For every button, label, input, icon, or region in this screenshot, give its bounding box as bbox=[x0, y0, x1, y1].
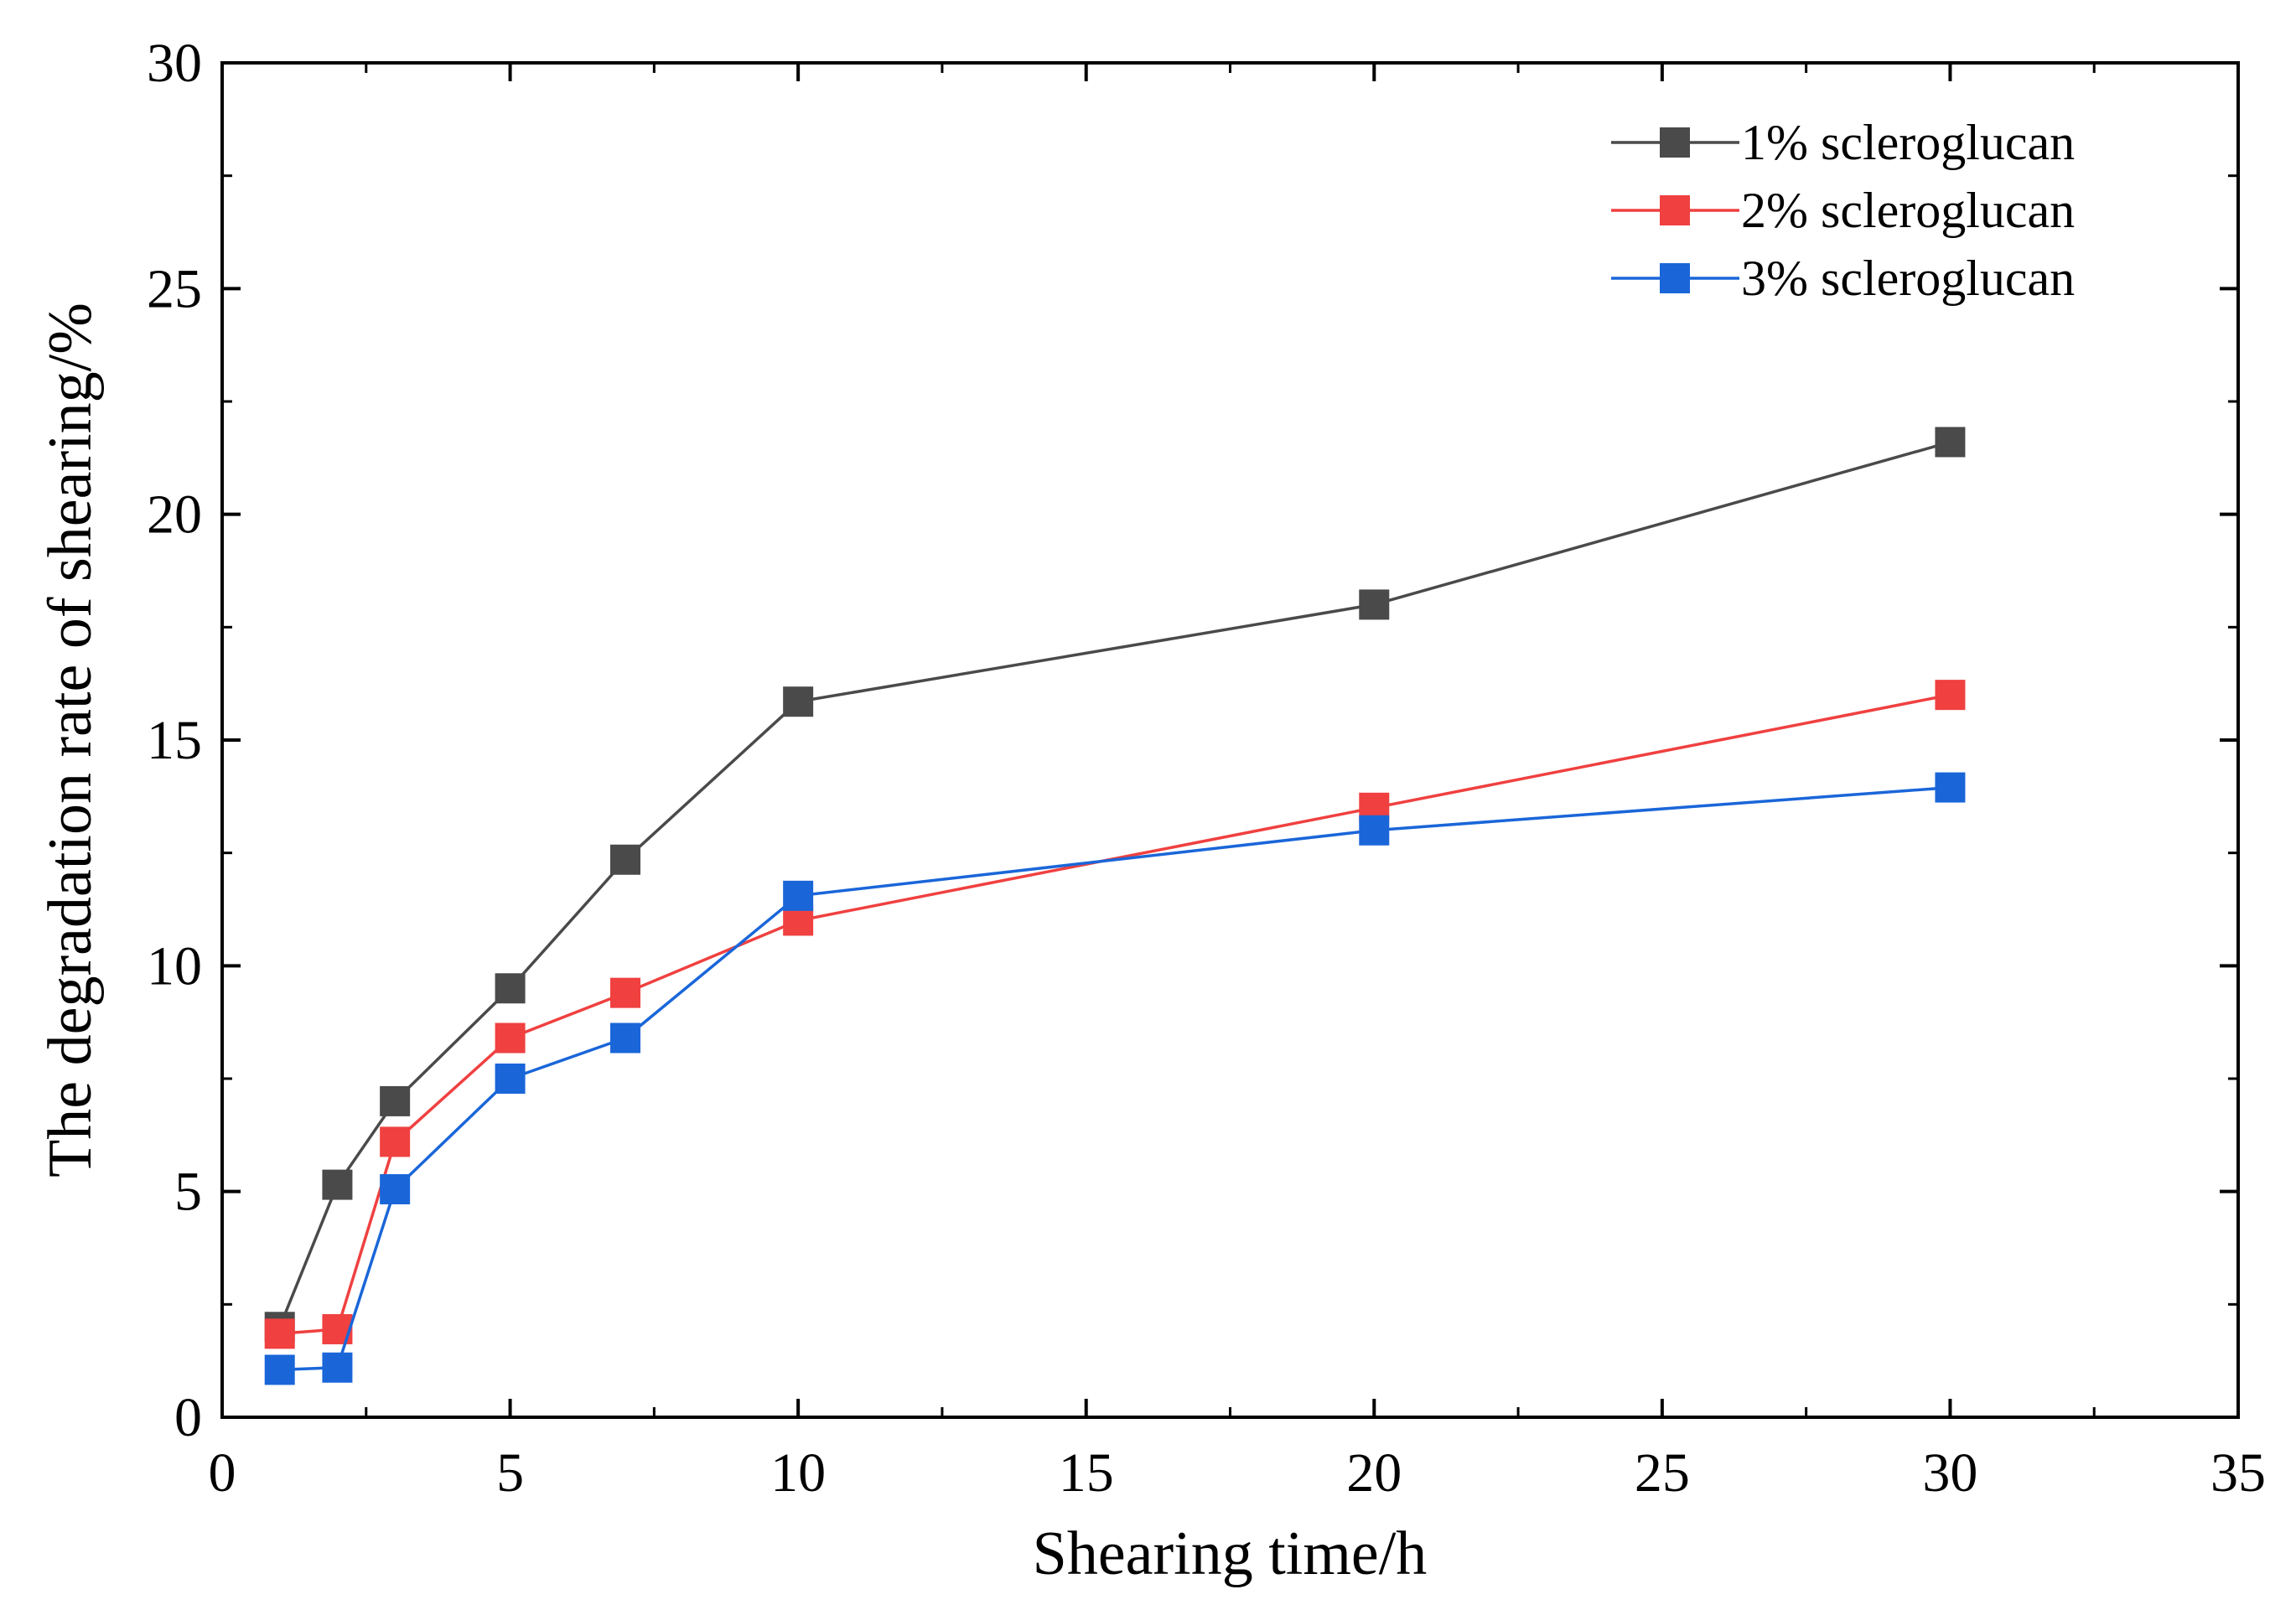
x-tick-label: 30 bbox=[1922, 1442, 1977, 1504]
data-point-marker bbox=[322, 1313, 353, 1344]
legend: 1% scleroglucan 2% scleroglucan 3% sclerog… bbox=[1611, 115, 2075, 306]
series-1 bbox=[264, 427, 1966, 1343]
data-point-marker bbox=[610, 1022, 640, 1053]
data-point-marker bbox=[783, 880, 814, 911]
data-point-marker bbox=[1359, 589, 1390, 620]
series-line bbox=[279, 693, 1951, 1336]
legend-marker bbox=[1660, 195, 1690, 225]
y-tick-label: 30 bbox=[147, 33, 202, 94]
data-point-marker bbox=[380, 1085, 411, 1116]
series-line bbox=[279, 785, 1951, 1372]
data-point-marker bbox=[264, 1318, 295, 1349]
data-point-marker bbox=[322, 1352, 353, 1383]
legend-marker bbox=[1660, 263, 1690, 293]
legend-item-2: 2% scleroglucan bbox=[1611, 183, 2075, 238]
data-point-marker bbox=[1935, 427, 1966, 458]
data-point-marker bbox=[322, 1169, 353, 1200]
y-tick-label: 0 bbox=[174, 1387, 202, 1448]
data-point-marker bbox=[495, 1022, 526, 1053]
y-tick-label: 5 bbox=[174, 1162, 202, 1223]
legend-label: 2% scleroglucan bbox=[1741, 183, 2075, 238]
data-point-marker bbox=[783, 686, 814, 717]
y-tick-label: 20 bbox=[147, 484, 202, 546]
legend-label: 3% scleroglucan bbox=[1741, 251, 2075, 306]
x-axis-title: Shearing time/h bbox=[1033, 1519, 1428, 1588]
legend-item-1: 1% scleroglucan bbox=[1611, 115, 2075, 170]
data-point-marker bbox=[1935, 680, 1966, 711]
legend-label: 1% scleroglucan bbox=[1741, 115, 2075, 170]
data-point-marker bbox=[495, 1064, 526, 1094]
x-tick-label: 0 bbox=[209, 1442, 236, 1504]
data-point-marker bbox=[380, 1173, 411, 1204]
x-tick-label: 25 bbox=[1635, 1442, 1690, 1504]
data-point-marker bbox=[380, 1126, 411, 1157]
data-point-marker bbox=[1359, 815, 1390, 846]
series-layer bbox=[264, 427, 1966, 1385]
legend-item-3: 3% scleroglucan bbox=[1611, 251, 2075, 306]
data-point-marker bbox=[495, 973, 526, 1004]
series-line bbox=[278, 440, 1951, 1328]
x-tick-label: 20 bbox=[1346, 1442, 1402, 1504]
y-tick-label: 25 bbox=[147, 258, 202, 319]
legend-marker bbox=[1660, 127, 1690, 158]
data-point-marker bbox=[264, 1354, 295, 1385]
x-tick-label: 35 bbox=[2210, 1442, 2266, 1504]
data-point-marker bbox=[610, 844, 640, 875]
y-tick-label: 10 bbox=[147, 935, 202, 997]
series-2 bbox=[264, 680, 1966, 1349]
x-tick-label: 15 bbox=[1059, 1442, 1114, 1504]
y-tick-label: 15 bbox=[147, 710, 202, 771]
x-tick-label: 5 bbox=[496, 1442, 524, 1504]
x-tick-label: 10 bbox=[770, 1442, 826, 1504]
data-point-marker bbox=[1935, 772, 1966, 803]
y-axis-title: The degradation rate of shearing/% bbox=[36, 303, 105, 1178]
x-axis-ticks: 0 5 10 15 20 25 30 35 bbox=[209, 63, 2266, 1504]
data-point-marker bbox=[610, 977, 640, 1008]
y-axis-ticks: 0 5 10 15 20 25 30 bbox=[147, 33, 2238, 1448]
series-3 bbox=[264, 772, 1966, 1385]
